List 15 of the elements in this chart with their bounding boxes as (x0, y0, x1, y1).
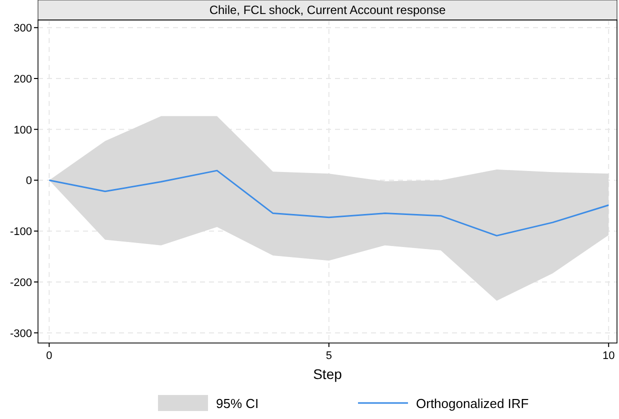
legend-label: Orthogonalized IRF (416, 396, 529, 411)
y-tick-label: -100 (10, 226, 32, 238)
x-tick-label: 0 (46, 350, 52, 362)
text: 95% CI (216, 396, 259, 411)
y-tick-label: -300 (10, 328, 32, 340)
x-tick-label: 10 (602, 350, 615, 362)
x-axis-title: Step (313, 366, 342, 382)
y-tick-label: 100 (14, 124, 32, 136)
y-tick-label: 300 (14, 22, 32, 35)
chart-title: Chile, FCL shock, Current Account response (209, 3, 446, 17)
y-tick-label: -200 (10, 276, 32, 289)
y-tick-label: 0 (26, 175, 32, 188)
x-tick-label: 5 (326, 350, 332, 362)
line-series (48, 170, 610, 236)
y-tick-label: 200 (14, 73, 32, 86)
